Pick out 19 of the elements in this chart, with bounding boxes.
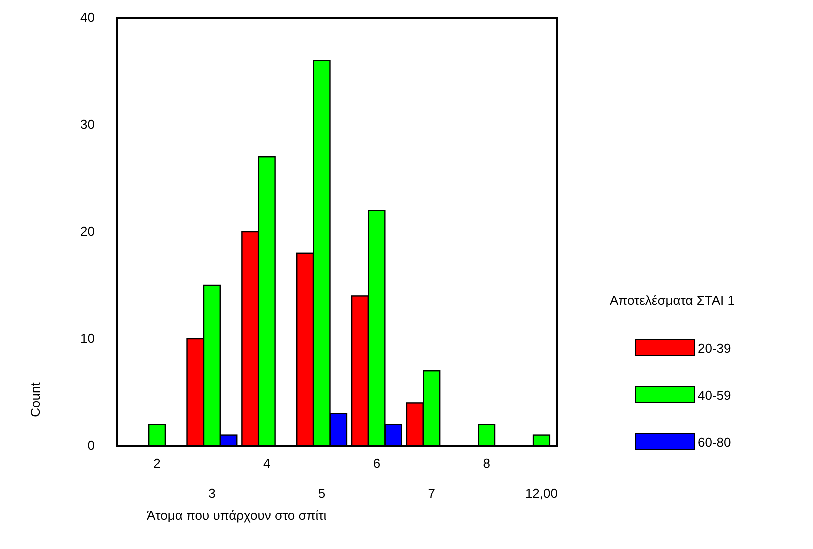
x-tick-label: 3 — [208, 486, 216, 501]
y-tick-label: 10 — [80, 331, 95, 346]
x-axis-title: Άτομα που υπάρχουν στο σπίτι — [147, 508, 327, 523]
legend-label: 20-39 — [698, 341, 732, 356]
x-tick-label: 7 — [428, 486, 436, 501]
y-axis-title: Count — [28, 382, 43, 418]
legend-label: 40-59 — [698, 388, 732, 403]
x-tick-label: 4 — [263, 456, 271, 471]
legend-label: 60-80 — [698, 435, 732, 450]
legend-title: Αποτελέσματα ΣΤΑΙ 1 — [610, 293, 735, 308]
x-tick-label: 8 — [483, 456, 490, 471]
x-tick-label: 6 — [373, 456, 381, 471]
y-tick-label: 20 — [80, 224, 95, 240]
x-tick-label: 12,00 — [525, 486, 558, 501]
x-tick-label: 5 — [318, 486, 326, 501]
x-tick-label: 2 — [154, 456, 161, 471]
y-tick-label: 0 — [88, 438, 95, 454]
y-tick-label: 30 — [80, 117, 95, 132]
y-tick-label: 40 — [80, 10, 95, 26]
